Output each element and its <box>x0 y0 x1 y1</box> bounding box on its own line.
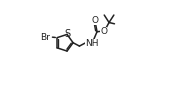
Text: NH: NH <box>85 39 99 48</box>
Text: S: S <box>64 29 70 39</box>
Text: O: O <box>100 27 107 36</box>
Text: Br: Br <box>40 33 50 42</box>
Text: O: O <box>92 16 99 25</box>
